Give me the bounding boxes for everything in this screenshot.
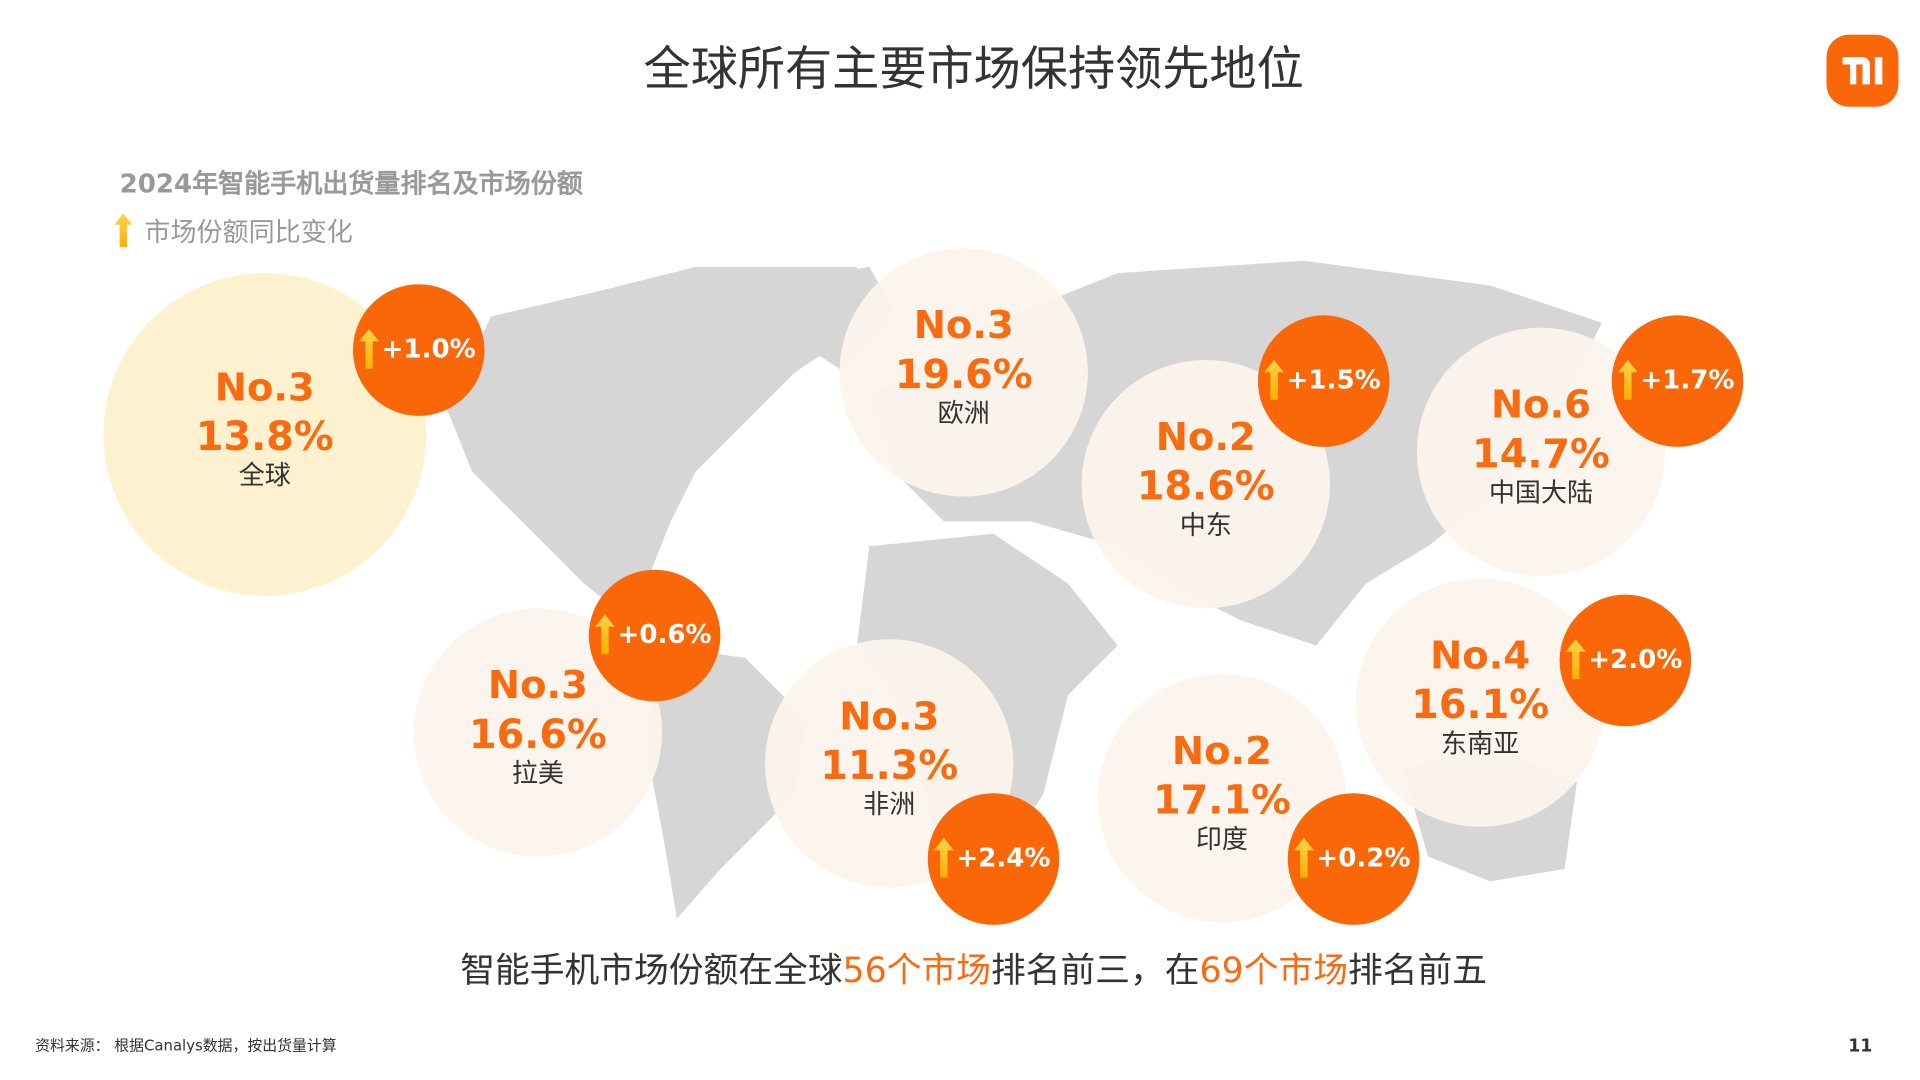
market: No.313.8%全球 +1.0%	[103, 273, 485, 596]
summary-part: 排名前五	[1348, 951, 1487, 991]
arrow-icon	[595, 614, 615, 655]
market-region: 印度	[1196, 825, 1248, 855]
market-rank: No.4	[1430, 633, 1530, 678]
change-badge	[927, 793, 1060, 925]
change-value: +2.0%	[1588, 645, 1682, 675]
market-share: 16.1%	[1411, 682, 1549, 728]
market-share: 17.1%	[1153, 778, 1291, 824]
market: No.311.3%非洲 +2.4%	[765, 639, 1060, 925]
market-rank: No.6	[1491, 383, 1591, 428]
market-share: 16.6%	[469, 712, 607, 758]
arrow-icon	[1617, 360, 1638, 400]
market-rank: No.3	[488, 663, 588, 708]
subtitle: 2024年智能手机出货量排名及市场份额	[120, 168, 583, 199]
market: No.319.6%欧洲	[839, 248, 1088, 497]
arrow-icon	[1565, 639, 1586, 680]
change-value: +1.5%	[1287, 366, 1381, 396]
market-share: 19.6%	[895, 352, 1033, 398]
market-rank: No.3	[839, 694, 939, 739]
market-region: 东南亚	[1441, 729, 1519, 759]
summary-part: 排名前三，在	[991, 951, 1200, 991]
market-share: 18.6%	[1137, 464, 1275, 510]
market-region: 全球	[239, 461, 291, 491]
title: 全球所有主要市场保持领先地位	[644, 42, 1304, 97]
market-region: 非洲	[863, 790, 915, 820]
markets: No.313.8%全球+1.0%No.319.6%欧洲No.218.6%中东+1…	[103, 248, 1744, 925]
summary-part: 56个市场	[843, 951, 991, 991]
change-value: +0.2%	[1316, 844, 1410, 874]
market-circle	[1081, 360, 1330, 609]
market-region: 欧洲	[938, 399, 990, 429]
market-circle	[103, 273, 427, 596]
arrow-icon	[1293, 837, 1314, 878]
market: No.316.6%拉美 +0.6%	[413, 569, 721, 857]
change-badge	[588, 569, 721, 702]
arrow-icon	[114, 213, 132, 248]
change-badge	[1559, 594, 1692, 727]
market-circle	[839, 248, 1088, 497]
summary-part: 69个市场	[1200, 951, 1348, 991]
market: No.217.1%印度 +0.2%	[1097, 674, 1420, 925]
page-number: 11	[1848, 1036, 1872, 1056]
change-value: +1.0%	[382, 335, 476, 365]
arrow-icon	[359, 328, 380, 369]
summary-part: 智能手机市场份额在全球	[460, 951, 842, 991]
market-circle	[1097, 674, 1347, 923]
market: No.416.1%东南亚 +2.0%	[1356, 578, 1692, 827]
change-value: +1.7%	[1640, 366, 1734, 396]
market-rank: No.2	[1156, 415, 1256, 460]
logo	[1826, 34, 1899, 107]
market-circle	[1356, 578, 1605, 827]
market-share: 11.3%	[820, 743, 958, 789]
change-value: +2.4%	[956, 844, 1050, 874]
change-badge	[1257, 315, 1390, 447]
change-badge	[352, 284, 485, 416]
market-share: 14.7%	[1472, 431, 1610, 477]
market-share: 13.8%	[196, 414, 334, 460]
arrow-icon	[1264, 360, 1284, 400]
market-region: 拉美	[512, 759, 564, 789]
market-circle	[1416, 327, 1666, 576]
market-region: 中东	[1180, 511, 1232, 541]
change-badge	[1611, 315, 1744, 447]
source: 资料来源： 根据Canalys数据，按出货量计算	[35, 1036, 337, 1054]
arrow-icon	[933, 837, 954, 878]
market: No.614.7%中国大陆 +1.7%	[1416, 315, 1744, 576]
market-region: 中国大陆	[1489, 479, 1593, 509]
change-value: +0.6%	[618, 620, 712, 650]
market-rank: No.3	[914, 303, 1014, 348]
summary: 智能手机市场份额在全球56个市场排名前三，在69个市场排名前五	[460, 951, 1487, 991]
change-note: 市场份额同比变化	[144, 218, 352, 248]
market-rank: No.3	[215, 365, 315, 410]
market-rank: No.2	[1172, 729, 1272, 774]
change-badge	[1287, 793, 1420, 925]
market: No.218.6%中东 +1.5%	[1081, 315, 1390, 609]
